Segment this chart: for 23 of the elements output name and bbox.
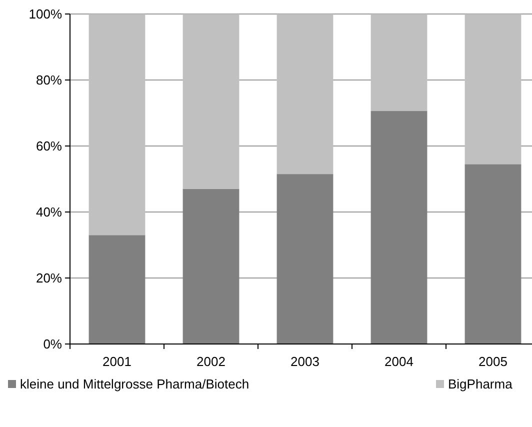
y-tick-label: 40%: [36, 204, 62, 220]
bar: [464, 14, 522, 164]
y-tick-label: 80%: [36, 72, 62, 88]
bar: [276, 14, 334, 174]
bar: [370, 111, 428, 344]
legend-label: kleine und Mittelgrosse Pharma/Biotech: [20, 376, 250, 392]
y-tick-label: 60%: [36, 138, 62, 154]
x-tick-label: 2003: [290, 354, 320, 369]
y-tick-label: 0%: [43, 336, 62, 352]
bar: [182, 14, 240, 189]
x-tick-label: 2004: [384, 354, 414, 369]
bar: [182, 188, 240, 344]
x-tick-label: 2001: [102, 354, 132, 369]
x-tick-label: 2002: [196, 354, 226, 369]
bar: [370, 14, 428, 112]
x-tick-label: 2005: [478, 354, 508, 369]
y-tick-label: 100%: [28, 6, 62, 22]
bar: [276, 174, 334, 344]
bar: [464, 164, 522, 344]
legend-label: BigPharma: [448, 376, 514, 392]
bar: [88, 235, 146, 344]
bar: [88, 14, 146, 236]
y-tick-label: 20%: [36, 270, 62, 286]
